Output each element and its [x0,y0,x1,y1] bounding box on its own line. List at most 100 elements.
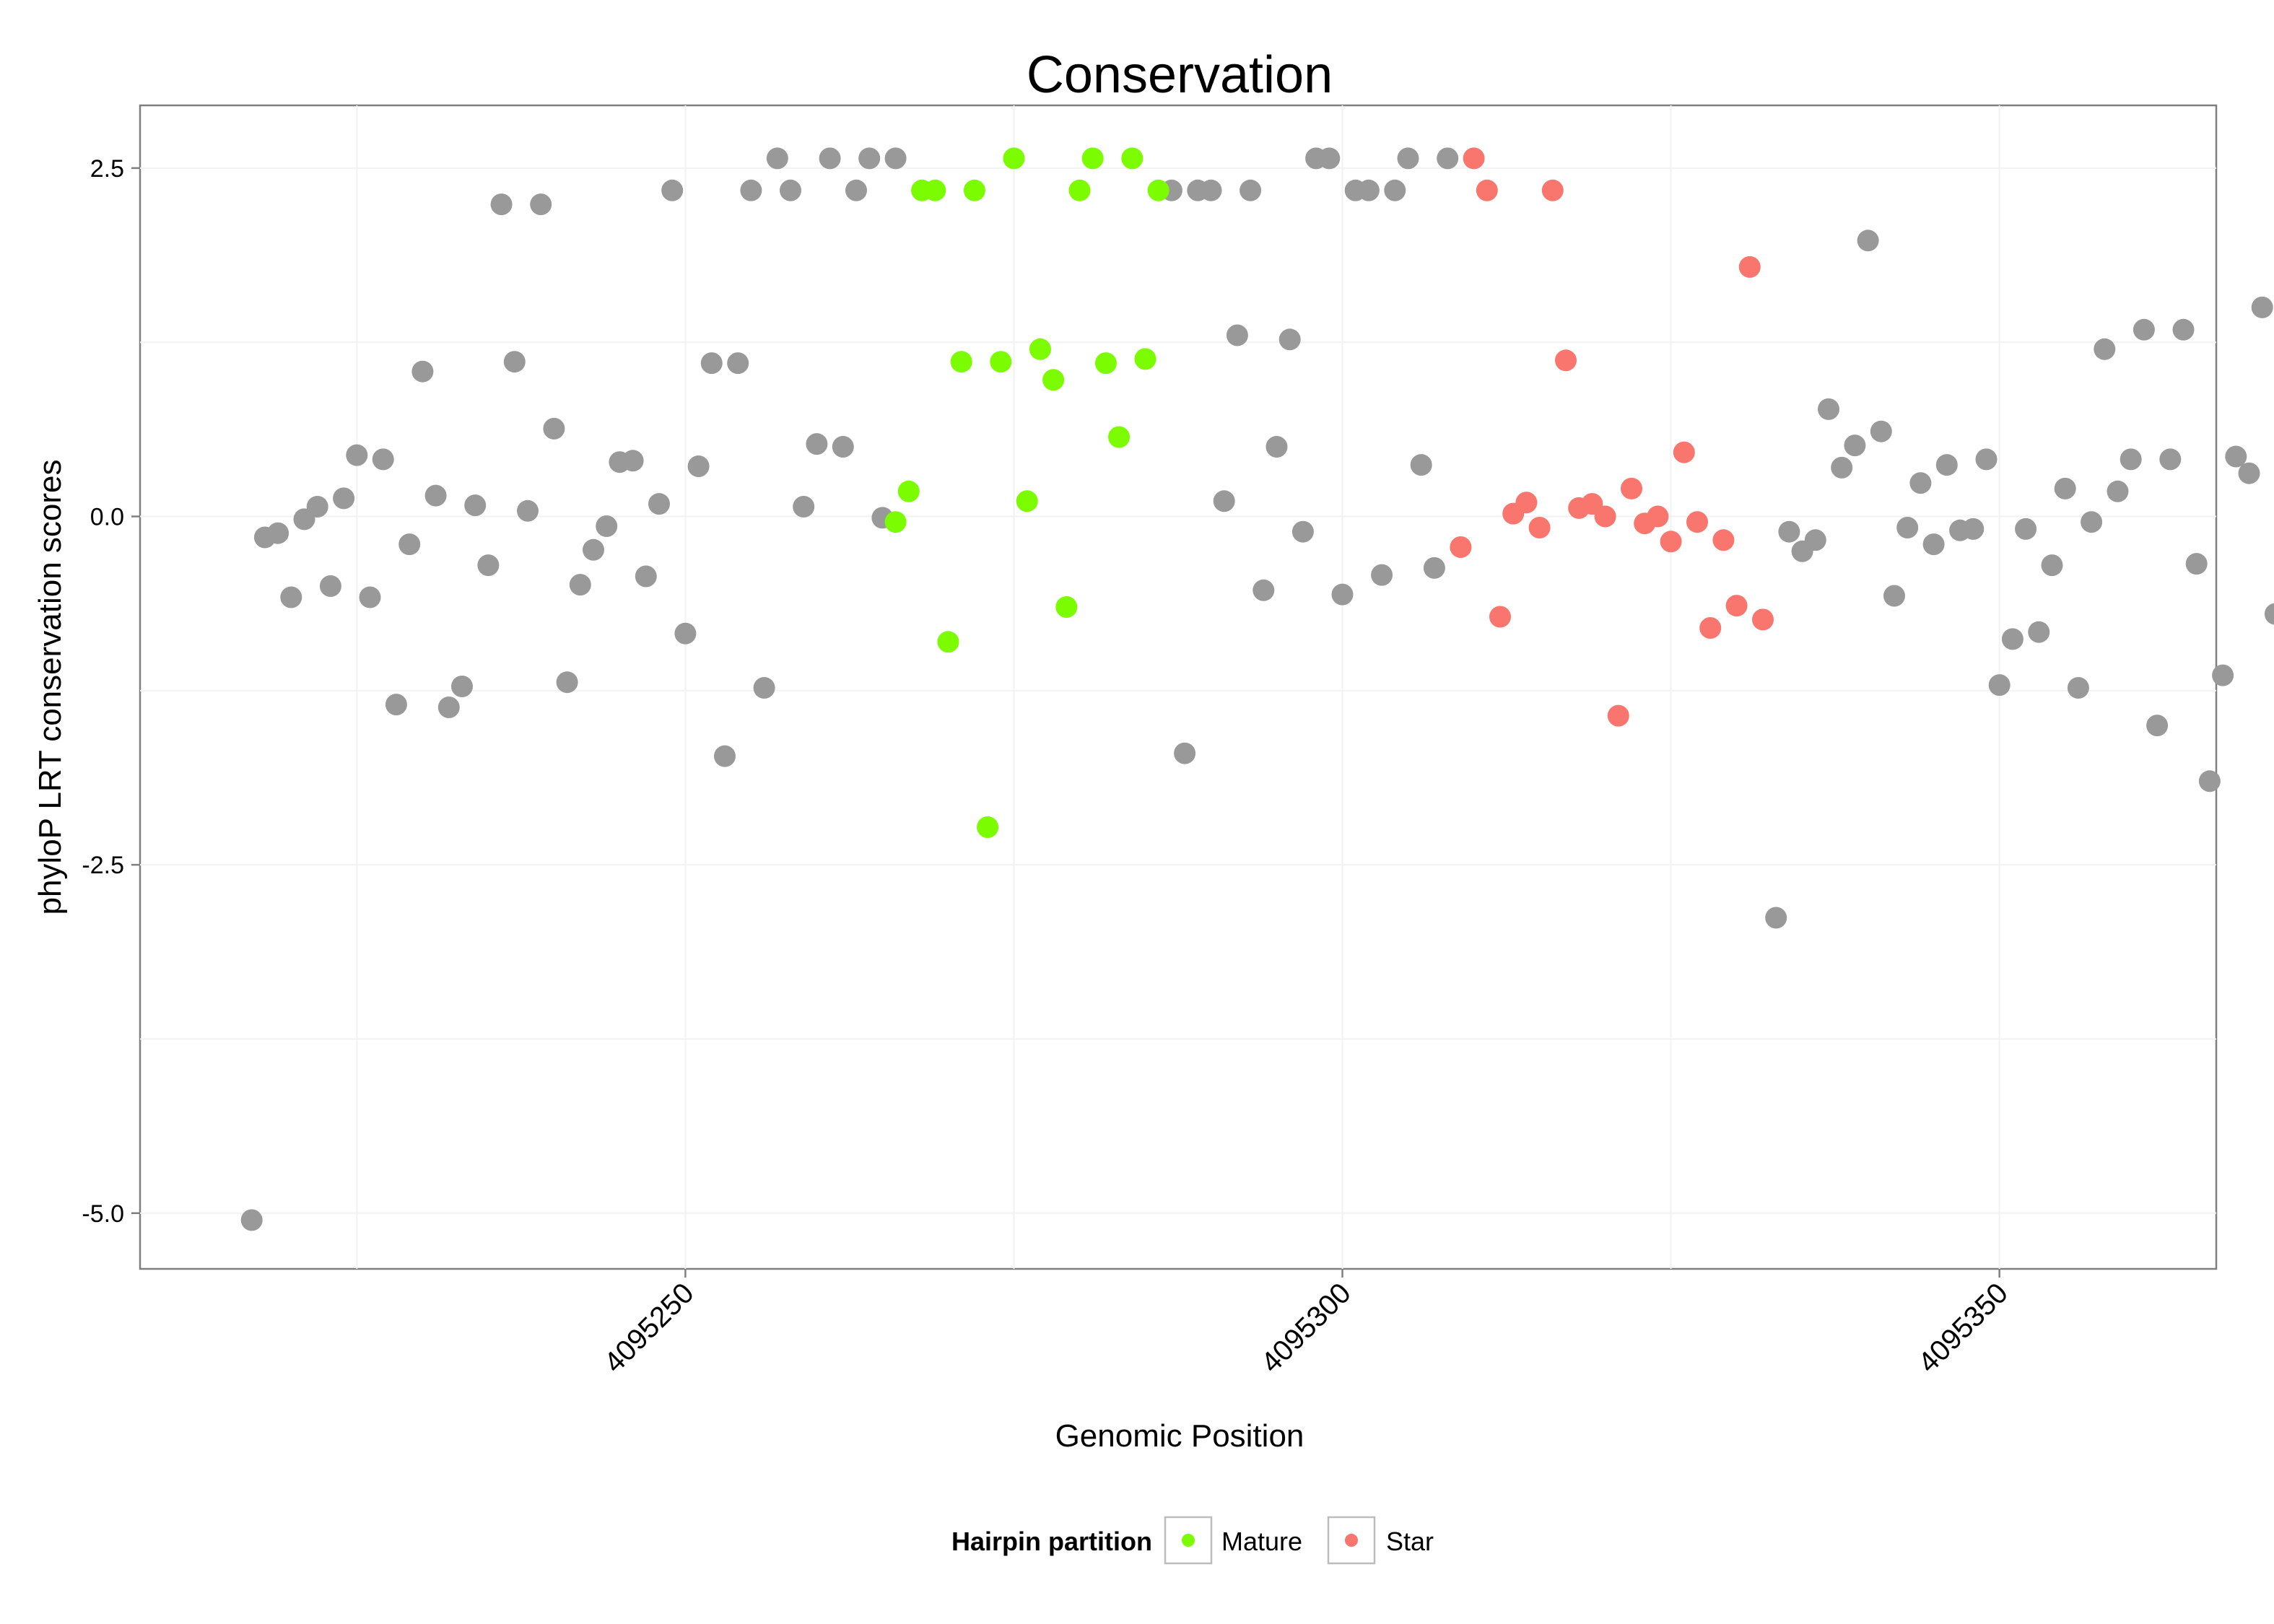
data-point [1147,179,1169,201]
data-point [385,694,407,716]
data-point [1331,583,1354,606]
data-point [714,745,736,767]
data-point [1725,595,1748,617]
data-point [2238,462,2260,484]
data-point [398,533,421,556]
data-point [1883,585,1905,607]
data-point [1174,742,1196,764]
plot-panel [139,104,2218,1270]
data-point [753,677,775,699]
data-point [477,554,500,577]
data-point [1094,352,1117,375]
data-point [1384,179,1406,201]
data-point [1265,436,1288,458]
data-point [2159,448,2182,471]
y-tick-label: 2.5 [90,155,124,183]
data-point [832,436,854,458]
data-point [583,538,604,561]
y-axis: 2.5 0.0 -2.5 -5.0 [82,155,140,1228]
data-point [2225,445,2247,468]
data-point [2094,338,2116,360]
data-point [240,1209,263,1231]
data-point [884,147,907,170]
data-point [740,179,762,201]
data-point [963,179,985,201]
data-point [1042,369,1065,391]
data-point [1134,348,1156,370]
data-point [464,494,487,517]
data-point [306,496,328,518]
x-axis: 4095250 4095300 4095350 [598,1269,2014,1379]
data-point [1055,596,1078,618]
data-point [517,499,539,522]
y-tick-label: 0.0 [90,504,124,531]
data-point [1200,179,1222,201]
data-point [2001,628,2023,650]
x-axis-title: Genomic Position [1055,1418,1304,1454]
data-point [1463,147,1485,170]
data-point [806,433,828,455]
data-point [674,622,697,645]
data-point [2081,511,2103,533]
data-point [1686,511,1708,533]
data-point [924,179,946,201]
data-point [1857,230,1879,252]
data-points [240,147,2274,1231]
data-point [1410,454,1432,476]
data-point [1489,606,1511,628]
data-point [267,522,289,544]
data-point [1647,505,1669,528]
data-point [1896,517,1919,538]
data-point [1541,179,1564,201]
data-point [1555,349,1577,372]
data-point [1108,426,1131,448]
data-point [359,586,381,608]
data-point [1357,179,1380,201]
data-point [858,147,881,170]
data-point [990,351,1012,373]
data-point [1515,492,1538,514]
legend: Hairpin partition Mature Star [951,1516,1434,1565]
data-point [2041,554,2063,577]
series-other [240,147,2274,1231]
data-point [1240,179,1262,201]
y-tick-label: -5.0 [82,1200,124,1228]
data-point [569,574,591,596]
data-point [1660,531,1682,553]
data-point [1016,490,1038,512]
data-point [1081,147,1104,170]
data-point [424,484,447,507]
data-point [648,493,670,515]
data-point [2251,296,2273,318]
data-point [451,676,473,697]
data-point [2212,664,2234,686]
chart-title: Conservation [1027,46,1333,104]
x-tick-label: 4095250 [598,1277,700,1379]
series-star [1450,147,1774,727]
data-point [1278,328,1301,351]
data-point [1712,529,1735,551]
data-point [1699,617,1722,639]
data-point [411,360,434,383]
legend-title: Hairpin partition [951,1527,1152,1556]
data-point [1962,518,1985,540]
data-point [437,697,460,718]
data-point [333,487,355,510]
data-point [1029,338,1051,360]
data-point [1673,441,1695,463]
data-point [1765,907,1787,929]
data-point [1738,256,1761,278]
data-point [2120,448,2142,471]
data-point [937,631,959,653]
data-point [530,193,552,216]
data-point [1870,420,1892,442]
legend-key-mature [1164,1516,1213,1565]
data-point [490,193,513,216]
data-point [1909,472,1932,494]
data-point [1818,398,1839,420]
data-point [2146,715,2169,737]
data-point [1804,529,1826,551]
data-point [780,179,801,201]
data-point [503,351,526,373]
data-point [1068,179,1091,201]
